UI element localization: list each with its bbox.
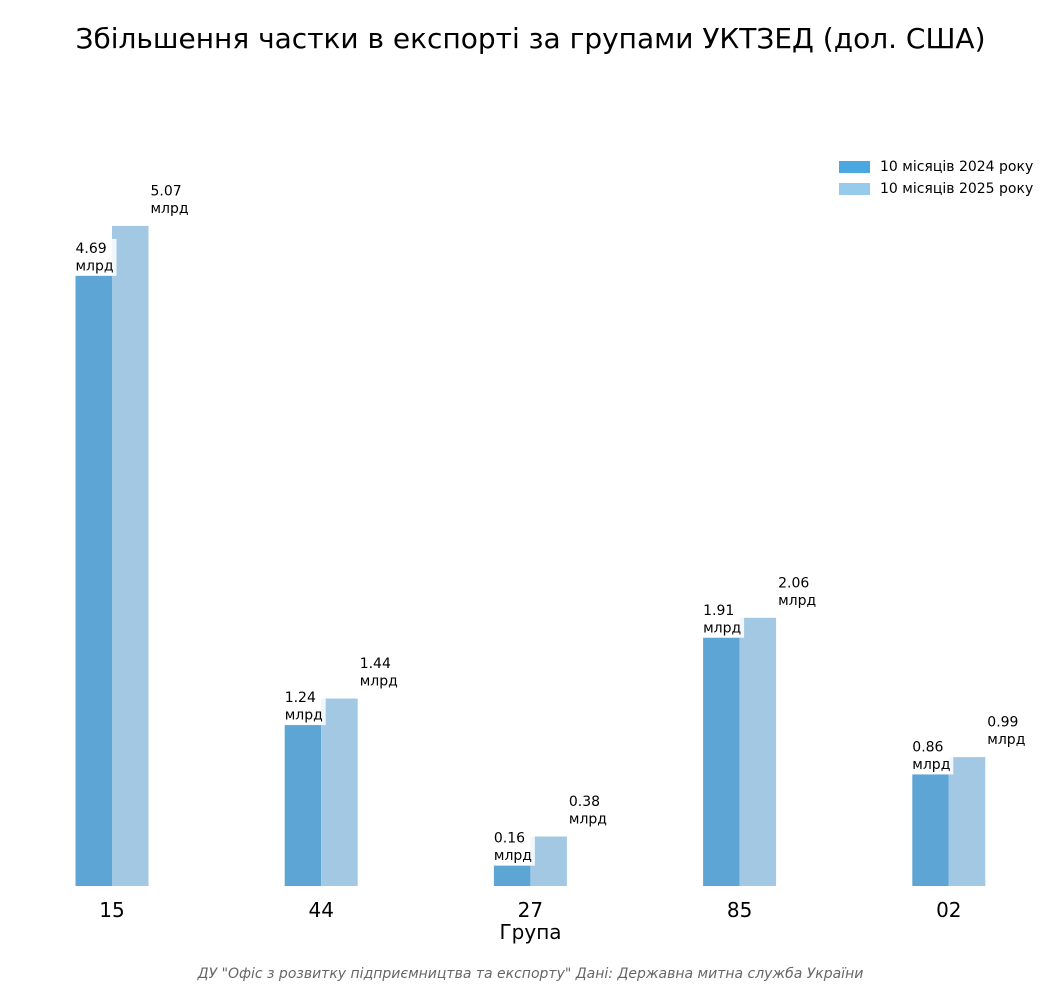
- value-label-44-series-1: 1.24 млрд: [285, 690, 323, 724]
- value-label-85-series-1: 1.91 млрд: [703, 603, 741, 637]
- bar-85-series-2: [739, 617, 777, 886]
- value-label-27-series-1: 0.16 млрд: [494, 831, 532, 865]
- bar-15-series-1: [75, 275, 112, 886]
- value-label-27-series-2: 0.38 млрд: [569, 794, 607, 828]
- legend-label-2025: 10 місяців 2025 року: [880, 181, 1034, 197]
- value-label-bg-85: [702, 600, 745, 638]
- x-tick-label-44: 44: [308, 898, 333, 922]
- bars-layer: [75, 225, 986, 886]
- legend-item-2025: 10 місяців 2025 року: [839, 178, 1033, 200]
- bar-85-series-1: [703, 637, 740, 886]
- value-label-bg-15: [74, 238, 117, 276]
- bar-44-series-2: [321, 698, 358, 886]
- x-tick-label-27: 27: [518, 898, 543, 922]
- value-labels-layer: 4.69 млрд 5.07 млрд 1.24 млрд 1.44 млрд 0.16 млрд…: [74, 183, 1025, 866]
- source-footer: ДУ "Офіс з розвитку підприємництва та ек…: [197, 966, 864, 982]
- bar-44-series-1: [284, 724, 322, 886]
- bar-02-series-1: [912, 774, 949, 886]
- x-tick-label-85: 85: [727, 898, 752, 922]
- x-tick-labels-layer: 15 44 27 85 02: [99, 898, 961, 922]
- x-tick-label-02: 02: [936, 898, 961, 922]
- value-label-02-series-2: 0.99 млрд: [987, 715, 1025, 749]
- bar-15-series-2: [112, 225, 149, 886]
- value-label-bg-02: [911, 737, 954, 775]
- legend-label-2024: 10 місяців 2024 року: [880, 159, 1034, 175]
- bar-02-series-2: [948, 757, 986, 886]
- bar-27-series-2: [530, 836, 567, 886]
- x-tick-label-15: 15: [99, 898, 124, 922]
- value-label-15-series-2: 5.07 млрд: [151, 183, 189, 217]
- value-label-85-series-2: 2.06 млрд: [778, 575, 816, 609]
- value-label-02-series-1: 0.86 млрд: [912, 740, 950, 774]
- value-label-44-series-2: 1.44 млрд: [360, 656, 398, 690]
- value-label-bg-27: [492, 828, 535, 866]
- legend-swatch-2025: [839, 183, 870, 195]
- value-label-bg-44: [283, 688, 326, 726]
- value-label-15-series-1: 4.69 млрд: [76, 241, 114, 275]
- bar-27-series-1: [493, 865, 531, 886]
- legend: 10 місяців 2024 року 10 місяців 2025 рок…: [839, 156, 1033, 200]
- legend-item-2024: 10 місяців 2024 року: [839, 156, 1033, 178]
- x-axis-label: Група: [499, 920, 562, 944]
- legend-swatch-2024: [839, 161, 870, 173]
- chart-title: Збільшення частки в експорті за групами …: [75, 22, 986, 55]
